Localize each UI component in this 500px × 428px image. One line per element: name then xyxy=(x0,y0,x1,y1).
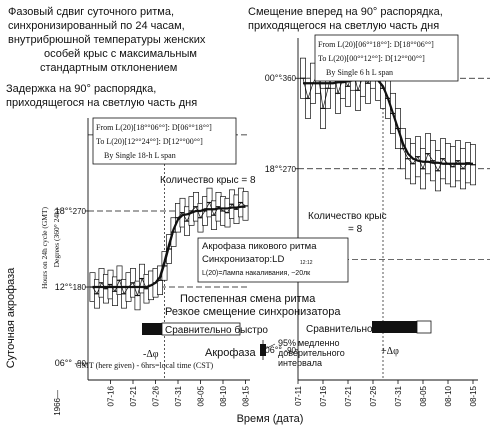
right-schedule-by: By Single 6 h L span xyxy=(326,68,393,77)
right-title-line: приходящегося на светлую часть дня xyxy=(248,20,439,32)
y-axis-degrees-label: Degrees (360° 24h) xyxy=(52,208,61,267)
legend-title: Акрофаза пикового ритма xyxy=(202,241,317,252)
y-tick-label-degree: -90 xyxy=(74,359,86,368)
right-shift-bar xyxy=(372,321,417,333)
y-tick-label-hour: 00°° xyxy=(265,73,283,83)
x-axis-label: Время (дата) xyxy=(237,413,304,425)
x-tick-label: 08-05 xyxy=(197,385,206,406)
gradual-label: Постепенная смена ритма xyxy=(180,293,316,305)
ci-label-1: доверительного xyxy=(278,348,345,358)
left-subtitle: Задержка на 90° распорядка, приходящегос… xyxy=(6,83,197,109)
x-tick-label: 08-10 xyxy=(219,385,228,406)
abrupt-label: Резкое смещение синхронизатора xyxy=(165,306,341,318)
right-schedule-from: From L(20)[06°°18°°]: D[18°°06°°] xyxy=(318,40,434,49)
x-tick-label: 07-21 xyxy=(344,385,353,406)
fast-label: Сравнительно быстро xyxy=(165,324,268,336)
legend-box: Акрофаза пикового ритма Синхронизатор:LD… xyxy=(197,237,349,283)
x-tick-label: 08-15 xyxy=(242,385,251,406)
x-tick-label: 07-26 xyxy=(369,385,378,406)
y-tick-label-degree: -270 xyxy=(70,207,87,216)
x-tick-label: 07-31 xyxy=(394,385,403,406)
left-schedule-box: From L(20)[18°°06°°]: D[06°°18°°] To L(2… xyxy=(92,117,237,165)
y-tick-label-hour: 18°° xyxy=(265,164,283,174)
left-schedule-from: From L(20)[18°°06°°]: D[06°°18°°] xyxy=(96,123,212,132)
x-tick-label: 07-31 xyxy=(174,385,183,406)
left-title-line: особей крыс с максимальным xyxy=(44,48,197,60)
y-tick-label-hour: 18°° xyxy=(55,206,73,216)
left-title-line: внутрибрюшной температуры женских xyxy=(8,34,206,46)
slow-label-2: медленно xyxy=(298,338,339,348)
left-schedule-frame xyxy=(92,117,237,165)
x-tick-label: 07-16 xyxy=(107,385,116,406)
trend-line xyxy=(303,79,473,165)
acrophase-symbol xyxy=(260,340,276,360)
left-subtitle-line: Задержка на 90° распорядка, xyxy=(6,83,156,95)
rats-count-left: Количество крыс = 8 xyxy=(160,175,256,186)
y-tick-label-degree: -360 xyxy=(280,74,297,83)
right-title: Смещение вперед на 90° распорядка, прихо… xyxy=(248,6,443,32)
left-schedule-to: To L(20)[12°°24°°]: D[12°°00°°] xyxy=(96,137,203,146)
left-title-line: Фазовый сдвиг суточного ритма, xyxy=(8,6,174,18)
left-subtitle-line: приходящегося на светлую часть дня xyxy=(6,97,197,109)
legend-frame xyxy=(197,237,349,283)
y-axis-label: Суточная акрофаза xyxy=(5,267,17,368)
trend-line xyxy=(92,205,246,289)
dphi-right: +Δφ xyxy=(381,346,399,357)
y-tick-label-hour: 12°° xyxy=(55,282,73,292)
x-tick-label: 08-10 xyxy=(444,385,453,406)
gmt-note: GMT (here given) - 6hrs=local time (CST) xyxy=(76,361,214,370)
dphi-left: -Δφ xyxy=(143,349,159,360)
legend-sync: Синхронизатор:LD xyxy=(202,254,284,265)
legend-sync-sub: 12:12 xyxy=(300,260,313,266)
x-tick-label: 07-16 xyxy=(319,385,328,406)
right-schedule-box: From L(20)[06°°18°°]: D[18°°06°°] To L(2… xyxy=(314,34,459,82)
rats-count-right-1: Количество крыс xyxy=(308,211,387,222)
year-label: 1966— xyxy=(53,390,62,416)
x-tick-label: 08-15 xyxy=(469,385,478,406)
left-title: Фазовый сдвиг суточного ритма, синхрониз… xyxy=(8,6,206,74)
right-title-line: Смещение вперед на 90° распорядка, xyxy=(248,6,443,18)
left-title-line: синхронизированный по 24 часам, xyxy=(8,20,185,32)
y-axis-hours-label: Hours on 24h cycle (GMT) xyxy=(40,206,49,289)
y-tick-label-degree: -180 xyxy=(70,283,87,292)
left-title-line: стандартным отклонением xyxy=(40,62,177,74)
x-tick-label: 08-05 xyxy=(419,385,428,406)
x-tick-label: 07-21 xyxy=(129,385,138,406)
ci-label-2: интервала xyxy=(278,358,322,368)
left-shift-bar xyxy=(142,323,162,335)
x-tick-label: 07-11 xyxy=(294,385,303,405)
y-tick-label-degree: -270 xyxy=(280,165,297,174)
left-chart: 00°°-36018°°-27012°°-18006°°-9007-1607-2… xyxy=(55,118,251,406)
ci-percent: 95% xyxy=(278,338,296,348)
right-schedule-to: To L(20)[00°°12°°]: D[12°°00°°] xyxy=(318,54,425,63)
left-fast-box xyxy=(161,322,241,336)
left-schedule-by: By Single 18-h L span xyxy=(104,151,176,160)
rats-count-right-2: = 8 xyxy=(348,224,363,235)
right-slow-box xyxy=(416,320,432,334)
y-tick-label-degree: -90 xyxy=(284,346,296,355)
x-tick-label: 07-26 xyxy=(152,385,161,406)
legend-lamp: L(20)=Лампа накаливания, ~20лк xyxy=(202,270,311,277)
slow-label: Сравнительно xyxy=(306,324,373,335)
y-tick-label-hour: 06°° xyxy=(55,358,73,368)
acrophase-label: Акрофаза xyxy=(205,347,256,359)
y-tick-label-hour: 06°° xyxy=(265,345,283,355)
right-schedule-frame xyxy=(314,34,459,82)
